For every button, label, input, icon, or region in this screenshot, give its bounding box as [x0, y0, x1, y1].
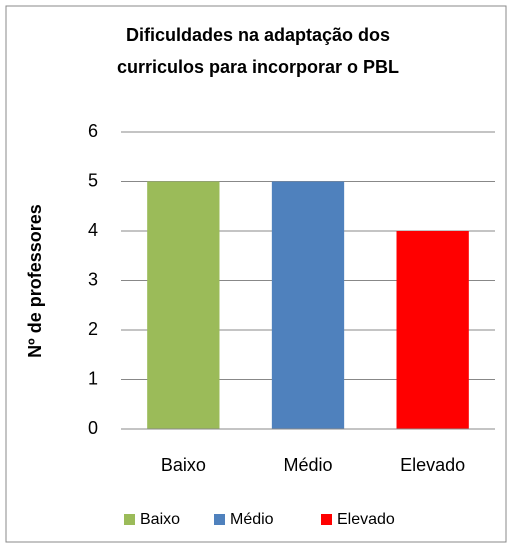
- y-tick-label: 4: [88, 220, 98, 240]
- bar: [271, 181, 345, 429]
- x-tick-label: Baixo: [161, 455, 206, 475]
- x-tick-label: Médio: [283, 455, 332, 475]
- y-axis-label: Nº de professores: [25, 204, 45, 358]
- legend-label: Baixo: [140, 511, 180, 528]
- bar: [147, 181, 220, 429]
- y-tick-label: 2: [88, 319, 98, 339]
- legend-label: Elevado: [337, 511, 395, 528]
- legend-swatch: [124, 514, 135, 525]
- x-tick-label: Elevado: [400, 455, 465, 475]
- bar: [396, 231, 469, 429]
- y-tick-label: 3: [88, 269, 98, 289]
- chart-title: curriculos para incorporar o PBL: [117, 57, 399, 77]
- y-tick-label: 5: [88, 170, 98, 190]
- legend-swatch: [214, 514, 225, 525]
- chart-title: Dificuldades na adaptação dos: [126, 25, 390, 45]
- legend-label: Médio: [230, 511, 274, 528]
- y-tick-label: 1: [88, 368, 98, 388]
- y-tick-label: 0: [88, 418, 98, 438]
- y-tick-label: 6: [88, 121, 98, 141]
- legend-swatch: [321, 514, 332, 525]
